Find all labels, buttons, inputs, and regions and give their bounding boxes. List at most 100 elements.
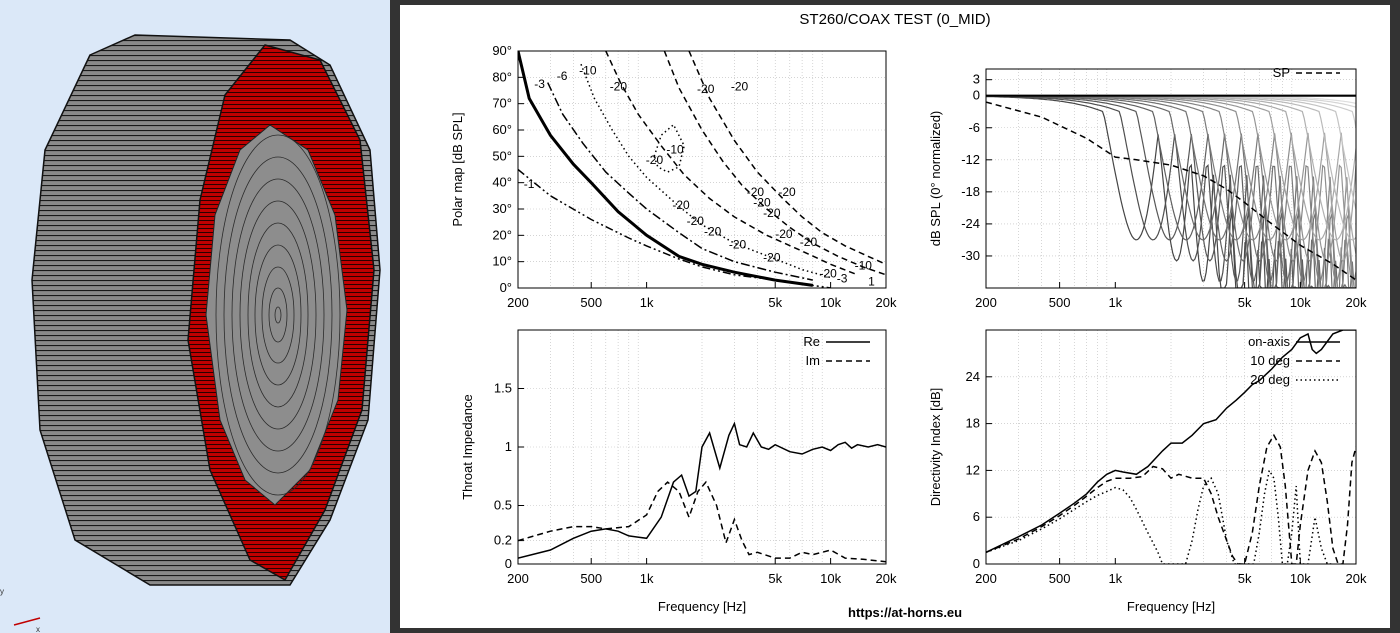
- contour-label: -3: [534, 77, 545, 91]
- series-line: [653, 123, 685, 173]
- y-axis-label: Directivity Index [dB]: [928, 388, 943, 507]
- y-axis-label: Throat Impedance: [460, 394, 475, 500]
- series-line: [518, 421, 886, 559]
- y-axis-label: dB SPL (0° normalized): [928, 111, 943, 247]
- contour-label: -20: [672, 198, 690, 212]
- series-line: [605, 51, 858, 276]
- x-tick-label: 1k: [1108, 295, 1122, 310]
- y-tick-label: -6: [968, 120, 980, 135]
- x-tick-label: 200: [975, 295, 997, 310]
- y-tick-label: 60°: [492, 122, 512, 137]
- horn-mesh-3d: y x: [0, 34, 381, 633]
- y-tick-label: -30: [961, 248, 980, 263]
- contour-label: -20: [687, 214, 705, 228]
- contour-label: -10: [855, 259, 873, 273]
- x-tick-label: 20k: [876, 295, 897, 310]
- x-tick-label: 200: [975, 571, 997, 586]
- y-tick-label: 0: [973, 88, 980, 103]
- plot-paper: ST260/COAX TEST (0_MID) -1 -3 -6 -10 -20 -20-…: [400, 5, 1390, 628]
- x-tick-label: 500: [1049, 295, 1071, 310]
- axis-y-label: y: [0, 587, 4, 596]
- x-tick-label: 500: [1049, 571, 1071, 586]
- x-tick-label: 5k: [1238, 571, 1252, 586]
- contour-label: -20: [610, 80, 628, 94]
- y-tick-label: 0.5: [494, 498, 512, 513]
- series-line: [518, 51, 814, 287]
- x-tick-label: 5k: [768, 295, 782, 310]
- y-tick-label: -12: [961, 152, 980, 167]
- x-tick-label: 200: [507, 571, 529, 586]
- x-tick-label: 10k: [1290, 571, 1311, 586]
- axis-x-indicator: [13, 617, 41, 626]
- contour-label: -20: [747, 185, 765, 199]
- x-tick-label: 5k: [768, 571, 782, 586]
- series-line: [663, 51, 886, 276]
- series-line: [580, 63, 831, 279]
- contour-label: 1: [868, 274, 875, 288]
- contour-label: -20: [646, 153, 664, 167]
- contour-label: -6: [557, 69, 568, 83]
- chart-spl: 200 500 1k 5k 10k 20k 30 -6 -12 -18 -24 -30 dB SPL (…: [928, 65, 1367, 310]
- x-tick-label: 20k: [1346, 571, 1367, 586]
- contour-label: -20: [697, 82, 715, 96]
- series-line: [518, 480, 886, 563]
- figure-canvas: -1-3-6 -10-20 -20 -20-10-20-20 -20-20 -20-20-…: [450, 43, 1367, 614]
- legend-label: SP: [1273, 65, 1290, 80]
- contour-label: -20: [763, 251, 781, 265]
- x-tick-label: 20k: [876, 571, 897, 586]
- y-tick-label: -18: [961, 184, 980, 199]
- y-tick-label: 20°: [492, 227, 512, 242]
- offaxis-curve: [986, 96, 1356, 288]
- y-tick-label: 24: [966, 369, 980, 384]
- contour-label: -20: [763, 206, 781, 220]
- x-tick-label: 10k: [1290, 295, 1311, 310]
- source-url[interactable]: https://at-horns.eu: [848, 605, 963, 620]
- x-tick-label: 1k: [1108, 571, 1122, 586]
- contour-label: -20: [753, 195, 771, 209]
- y-tick-label: 3: [973, 72, 980, 87]
- x-tick-label: 500: [580, 295, 602, 310]
- y-tick-label: 18: [966, 416, 980, 431]
- x-tick-label: 1k: [640, 295, 654, 310]
- plot-window: ST260/COAX TEST (0_MID) -1 -3 -6 -10 -20 -20-…: [390, 0, 1400, 633]
- contour-label: -3: [837, 272, 848, 286]
- x-tick-label: 5k: [1238, 295, 1252, 310]
- x-tick-label: 10k: [820, 295, 841, 310]
- contour-label: -20: [800, 235, 818, 249]
- legend-label: Re: [803, 334, 820, 349]
- mesh-viewport[interactable]: y x: [0, 0, 390, 633]
- y-axis-label: Polar map [dB SPL]: [450, 112, 465, 226]
- contour-label: -20: [731, 80, 749, 94]
- y-tick-label: 0: [505, 556, 512, 571]
- y-tick-label: 70°: [492, 96, 512, 111]
- legend-label: on-axis: [1248, 334, 1290, 349]
- y-tick-label: 10°: [492, 254, 512, 269]
- series-line: [986, 433, 1356, 564]
- x-tick-label: 10k: [820, 571, 841, 586]
- contour-label: -10: [666, 143, 684, 157]
- y-tick-label: 80°: [492, 69, 512, 84]
- chart-polar: -1-3-6 -10-20 -20 -20-10-20-20 -20-20 -20-20-…: [450, 43, 897, 310]
- legend-label: 10 deg: [1250, 353, 1290, 368]
- contour-label: -10: [579, 64, 597, 78]
- x-tick-label: 1k: [640, 571, 654, 586]
- y-tick-label: 40°: [492, 175, 512, 190]
- legend-label: Im: [806, 353, 820, 368]
- series-line: [986, 101, 1356, 281]
- throat-contour-lines: [215, 134, 341, 496]
- y-tick-label: 0: [973, 556, 980, 571]
- y-tick-label: 1.5: [494, 381, 512, 396]
- chart-impedance: 200 500 1k 5k 10k 20k 0 0.2 0.5 1 1.5 Throat Impeda…: [460, 329, 897, 614]
- figure-title: ST260/COAX TEST (0_MID): [799, 11, 991, 28]
- plot-frame: [985, 329, 1357, 565]
- contour-label: -20: [775, 227, 793, 241]
- contour-label: -20: [704, 224, 722, 238]
- contour-label: -1: [524, 177, 535, 191]
- x-axis-label: Frequency [Hz]: [1127, 599, 1215, 614]
- y-tick-label: 0°: [500, 280, 512, 295]
- y-tick-label: 90°: [492, 43, 512, 58]
- y-tick-label: 6: [973, 509, 980, 524]
- plot-frame: [985, 68, 1357, 289]
- axis-x-label: x: [36, 625, 40, 633]
- x-axis-label: Frequency [Hz]: [658, 599, 746, 614]
